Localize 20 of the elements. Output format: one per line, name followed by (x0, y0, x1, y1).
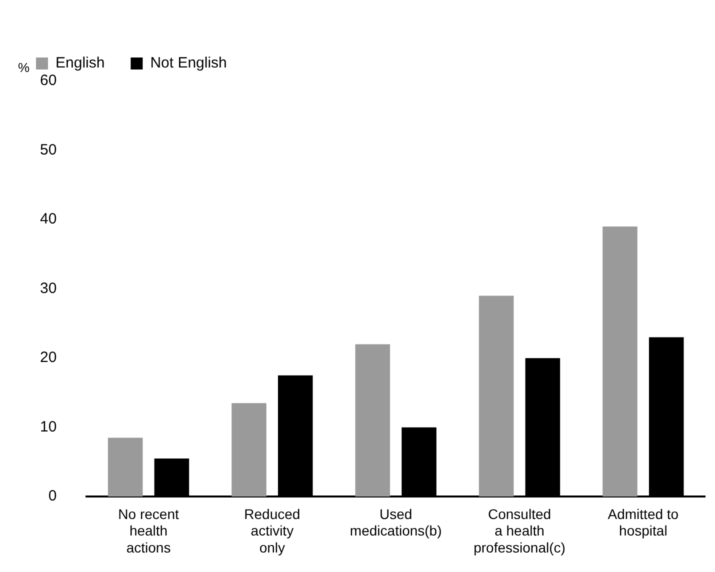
bar (478, 296, 514, 497)
y-tick-label: 10 (40, 418, 57, 436)
x-tick-label: Used medications(b) (350, 506, 442, 539)
y-tick-label: 0 (48, 488, 57, 505)
bar (602, 226, 638, 497)
bar (108, 438, 143, 497)
x-tick-label: Reduced activity only (244, 506, 300, 556)
y-tick-label: 50 (40, 141, 57, 158)
x-tick-label: No recent health actions (118, 506, 179, 556)
y-tick-label: 40 (40, 210, 57, 228)
bar (355, 344, 390, 497)
legend-label: English (56, 54, 105, 72)
y-tick-label: 30 (40, 280, 57, 297)
y-tick-label: 20 (40, 349, 57, 366)
x-tick-label: Consulted a health professional(c) (474, 506, 566, 556)
bar (232, 403, 266, 497)
y-axis-title: % (18, 60, 30, 76)
x-tick-label: Admitted to hospital (608, 506, 679, 539)
y-tick-label: 60 (40, 72, 57, 90)
legend-label: Not English (150, 54, 227, 72)
